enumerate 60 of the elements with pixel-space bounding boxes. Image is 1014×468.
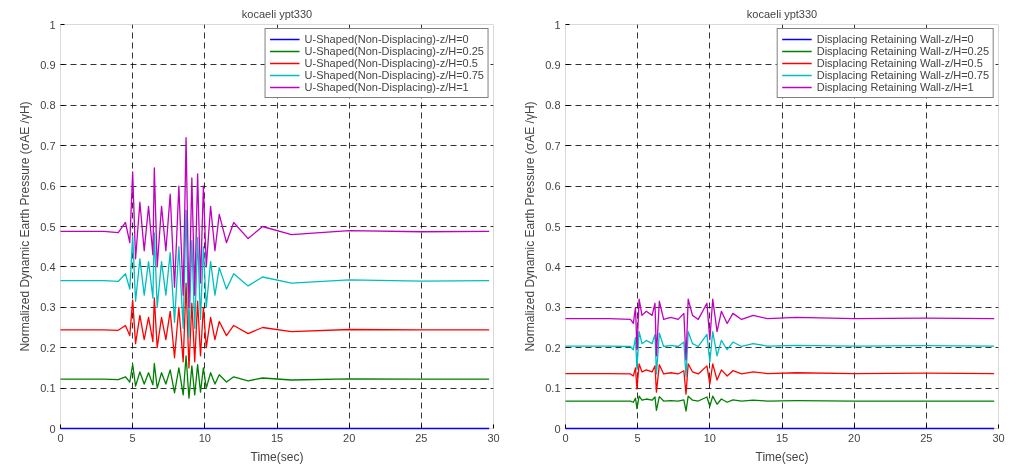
y-tick-label: 0.4: [545, 260, 561, 273]
y-tick-label: 0: [554, 422, 561, 435]
y-tick-label: 0.7: [545, 139, 561, 152]
legend-label: U-Shaped(Non-Displacing)-z/H=0.5: [304, 57, 478, 69]
legend-label: U-Shaped(Non-Displacing)-z/H=0: [304, 33, 469, 45]
line-series: [59, 136, 490, 308]
x-tick-label: 10: [198, 431, 211, 444]
y-tick-label: 0.8: [545, 99, 561, 112]
y-axis-title: Normalized Dynamic Earth Pressure (σAE /γH): [523, 101, 538, 352]
x-axis-title: Time(sec): [250, 449, 304, 464]
x-tick-label: 0: [57, 431, 64, 444]
x-tick-label: 15: [775, 431, 789, 444]
y-tick-label: 1: [554, 18, 561, 31]
y-tick-label: 0.5: [40, 220, 56, 233]
legend-label: U-Shaped(Non-Displacing)-z/H=0.25: [304, 45, 484, 57]
y-tick-label: 0.3: [545, 301, 561, 314]
legend-label: Displacing Retaining Wall-z/H=1: [816, 81, 974, 93]
line-series: [564, 330, 995, 378]
legend-label: Displacing Retaining Wall-z/H=0.75: [816, 69, 989, 81]
x-tick-label: 5: [634, 431, 641, 444]
line-series: [59, 209, 490, 339]
y-tick-label: 0.8: [40, 99, 56, 112]
legend-label: Displacing Retaining Wall-z/H=0.5: [816, 57, 983, 69]
legend-label: U-Shaped(Non-Displacing)-z/H=1: [304, 81, 469, 93]
y-tick-label: 0.3: [40, 301, 56, 314]
line-series: [564, 298, 995, 361]
y-tick-label: 0.9: [40, 58, 56, 71]
y-tick-label: 0.1: [40, 382, 56, 395]
x-tick-label: 10: [703, 431, 716, 444]
x-tick-label: 20: [848, 431, 861, 444]
y-tick-label: 0.4: [40, 260, 56, 273]
y-tick-label: 0.6: [40, 180, 56, 193]
x-tick-label: 0: [562, 431, 569, 444]
y-tick-label: 0.9: [545, 58, 561, 71]
y-tick-label: 0.5: [545, 220, 561, 233]
x-tick-label: 15: [270, 431, 284, 444]
legend-label: Displacing Retaining Wall-z/H=0: [816, 33, 974, 45]
y-tick-label: 0.6: [545, 180, 561, 193]
line-series: [59, 355, 490, 399]
y-tick-label: 0.2: [545, 341, 561, 354]
x-tick-label: 30: [992, 431, 1005, 444]
x-tick-label: 25: [415, 431, 428, 444]
y-tick-label: 0.1: [545, 382, 561, 395]
y-tick-label: 0.2: [40, 341, 56, 354]
x-tick-label: 5: [129, 431, 136, 444]
line-series: [564, 363, 995, 395]
x-tick-label: 30: [487, 431, 500, 444]
x-tick-label: 25: [920, 431, 933, 444]
line-series: [59, 282, 490, 369]
y-tick-label: 0: [49, 422, 56, 435]
x-tick-label: 20: [343, 431, 356, 444]
x-axis-title: Time(sec): [755, 449, 809, 464]
y-tick-label: 0.7: [40, 139, 56, 152]
line-series: [564, 395, 995, 412]
y-tick-label: 1: [49, 18, 56, 31]
chart-title: kocaeli ypt330: [746, 7, 818, 20]
legend-label: U-Shaped(Non-Displacing)-z/H=0.75: [304, 69, 484, 81]
y-axis-title: Normalized Dynamic Earth Pressure (σAE /γH): [18, 101, 33, 352]
chart-title: kocaeli ypt330: [241, 7, 313, 20]
legend-label: Displacing Retaining Wall-z/H=0.25: [816, 45, 989, 57]
